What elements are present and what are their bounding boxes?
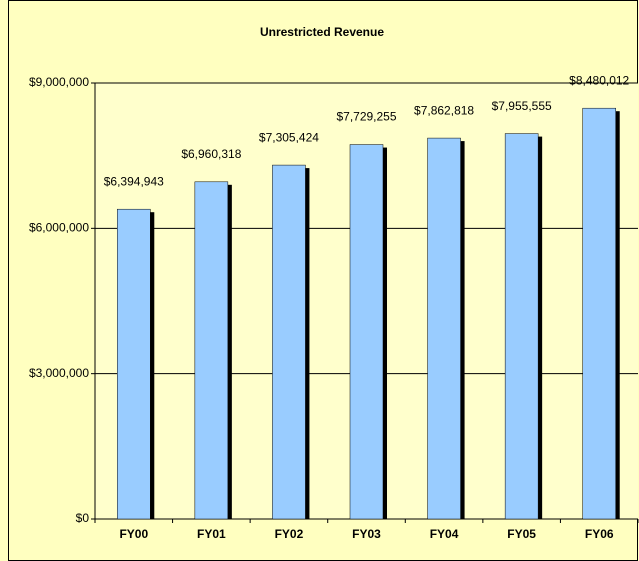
bar [349,144,384,520]
value-label: $8,480,012 [569,73,629,87]
bar [504,133,539,520]
x-tick-label: FY06 [585,527,614,541]
bar [194,181,229,520]
y-tick-label: $0 [76,511,90,525]
x-tick-label: FY03 [352,527,381,541]
bar [272,164,306,520]
x-tick-label: FY05 [507,527,536,541]
chart-title: Unrestricted Revenue [260,25,384,39]
x-tick-label: FY02 [275,527,304,541]
x-tick-label: FY00 [119,527,148,541]
value-label: $7,862,818 [414,103,474,117]
bar [427,137,461,520]
y-tick-label: $3,000,000 [29,366,89,380]
x-tick-label: FY04 [430,527,459,541]
value-label: $7,305,424 [259,130,319,144]
y-tick-label: $6,000,000 [29,221,89,235]
y-tick-label: $9,000,000 [29,75,89,89]
x-tick-label: FY01 [197,527,226,541]
bar [117,208,151,520]
value-label: $6,394,943 [104,174,164,188]
value-label: $7,955,555 [492,99,552,113]
value-label: $6,960,318 [181,147,241,161]
bar [582,107,616,520]
value-label: $7,729,255 [336,110,396,124]
